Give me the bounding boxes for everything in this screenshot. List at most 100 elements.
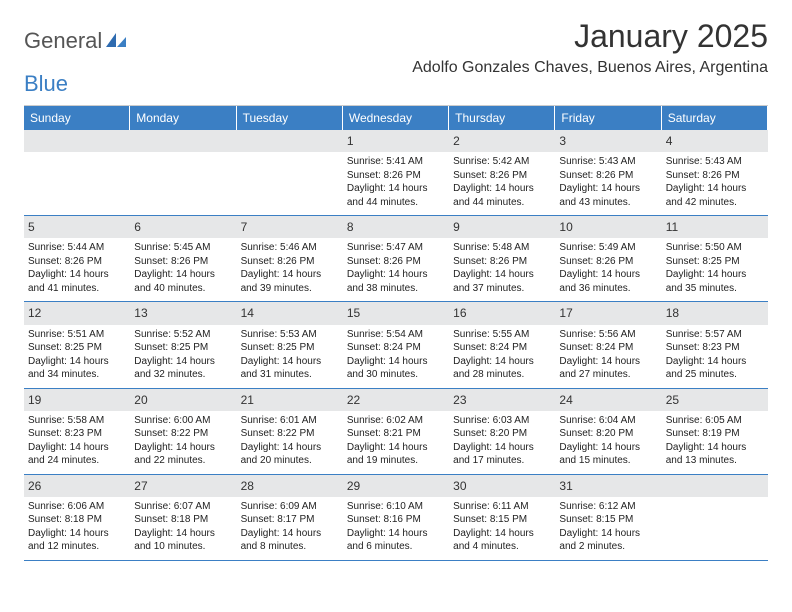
day-info: Sunrise: 5:41 AMSunset: 8:26 PMDaylight:… [347, 155, 445, 209]
logo-text-general: General [24, 28, 102, 54]
day-number: 28 [237, 475, 343, 497]
logo: General [24, 18, 130, 54]
sunset-line: Sunset: 8:15 PM [453, 513, 551, 527]
sunrise-line: Sunrise: 5:44 AM [28, 241, 126, 255]
sunset-line: Sunset: 8:26 PM [134, 255, 232, 269]
sunset-line: Sunset: 8:23 PM [28, 427, 126, 441]
sunrise-line: Sunrise: 5:58 AM [28, 414, 126, 428]
daylight-line: Daylight: 14 hours and 30 minutes. [347, 355, 445, 382]
day-info: Sunrise: 5:43 AMSunset: 8:26 PMDaylight:… [666, 155, 764, 209]
sunrise-line: Sunrise: 5:53 AM [241, 328, 339, 342]
day-cell: 29Sunrise: 6:10 AMSunset: 8:16 PMDayligh… [343, 475, 449, 561]
day-number: 9 [449, 216, 555, 238]
sunset-line: Sunset: 8:26 PM [453, 169, 551, 183]
sunrise-line: Sunrise: 5:49 AM [559, 241, 657, 255]
day-cell: 6 Sunrise: 5:45 AMSunset: 8:26 PMDaylight… [130, 216, 236, 302]
sunrise-line: Sunrise: 5:52 AM [134, 328, 232, 342]
day-number: 2 [449, 130, 555, 152]
daylight-line: Daylight: 14 hours and 2 minutes. [559, 527, 657, 554]
daylight-line: Daylight: 14 hours and 27 minutes. [559, 355, 657, 382]
sunset-line: Sunset: 8:25 PM [28, 341, 126, 355]
day-number: 13 [130, 302, 236, 324]
day-info: Sunrise: 5:51 AMSunset: 8:25 PMDaylight:… [28, 328, 126, 382]
daylight-line: Daylight: 14 hours and 15 minutes. [559, 441, 657, 468]
daylight-line: Daylight: 14 hours and 40 minutes. [134, 268, 232, 295]
day-cell: 23Sunrise: 6:03 AMSunset: 8:20 PMDayligh… [449, 389, 555, 475]
sunrise-line: Sunrise: 5:43 AM [559, 155, 657, 169]
weekday-header: Wednesday [343, 106, 449, 130]
day-cell: 28Sunrise: 6:09 AMSunset: 8:17 PMDayligh… [237, 475, 343, 561]
day-cell: 16Sunrise: 5:55 AMSunset: 8:24 PMDayligh… [449, 302, 555, 388]
day-number: 12 [24, 302, 130, 324]
sunset-line: Sunset: 8:21 PM [347, 427, 445, 441]
day-number: 20 [130, 389, 236, 411]
empty-cell [130, 130, 236, 216]
day-info: Sunrise: 5:55 AMSunset: 8:24 PMDaylight:… [453, 328, 551, 382]
sunset-line: Sunset: 8:17 PM [241, 513, 339, 527]
sunset-line: Sunset: 8:26 PM [28, 255, 126, 269]
weekday-header: Friday [555, 106, 661, 130]
sunrise-line: Sunrise: 5:55 AM [453, 328, 551, 342]
sunrise-line: Sunrise: 5:47 AM [347, 241, 445, 255]
title-block: January 2025 Adolfo Gonzales Chaves, Bue… [412, 18, 768, 77]
day-number: 1 [343, 130, 449, 152]
day-number: 31 [555, 475, 661, 497]
sunset-line: Sunset: 8:24 PM [347, 341, 445, 355]
weekday-header: Saturday [662, 106, 768, 130]
daylight-line: Daylight: 14 hours and 31 minutes. [241, 355, 339, 382]
sunrise-line: Sunrise: 6:03 AM [453, 414, 551, 428]
day-info: Sunrise: 5:53 AMSunset: 8:25 PMDaylight:… [241, 328, 339, 382]
day-info: Sunrise: 6:01 AMSunset: 8:22 PMDaylight:… [241, 414, 339, 468]
daylight-line: Daylight: 14 hours and 8 minutes. [241, 527, 339, 554]
month-title: January 2025 [412, 18, 768, 55]
sunset-line: Sunset: 8:19 PM [666, 427, 764, 441]
day-info: Sunrise: 6:10 AMSunset: 8:16 PMDaylight:… [347, 500, 445, 554]
day-info: Sunrise: 6:00 AMSunset: 8:22 PMDaylight:… [134, 414, 232, 468]
day-info: Sunrise: 5:54 AMSunset: 8:24 PMDaylight:… [347, 328, 445, 382]
day-cell: 13Sunrise: 5:52 AMSunset: 8:25 PMDayligh… [130, 302, 236, 388]
sunset-line: Sunset: 8:26 PM [453, 255, 551, 269]
sunset-line: Sunset: 8:25 PM [241, 341, 339, 355]
day-cell: 3Sunrise: 5:43 AMSunset: 8:26 PMDaylight… [555, 130, 661, 216]
day-number: 17 [555, 302, 661, 324]
daylight-line: Daylight: 14 hours and 41 minutes. [28, 268, 126, 295]
day-number: 6 [130, 216, 236, 238]
day-info: Sunrise: 5:47 AMSunset: 8:26 PMDaylight:… [347, 241, 445, 295]
daylight-line: Daylight: 14 hours and 25 minutes. [666, 355, 764, 382]
day-number: 25 [662, 389, 768, 411]
daylight-line: Daylight: 14 hours and 36 minutes. [559, 268, 657, 295]
sunrise-line: Sunrise: 5:42 AM [453, 155, 551, 169]
day-number: 26 [24, 475, 130, 497]
day-info: Sunrise: 6:05 AMSunset: 8:19 PMDaylight:… [666, 414, 764, 468]
day-info: Sunrise: 5:58 AMSunset: 8:23 PMDaylight:… [28, 414, 126, 468]
sunset-line: Sunset: 8:26 PM [347, 255, 445, 269]
sunrise-line: Sunrise: 5:51 AM [28, 328, 126, 342]
daylight-line: Daylight: 14 hours and 35 minutes. [666, 268, 764, 295]
sunset-line: Sunset: 8:18 PM [134, 513, 232, 527]
day-cell: 10Sunrise: 5:49 AMSunset: 8:26 PMDayligh… [555, 216, 661, 302]
sunset-line: Sunset: 8:15 PM [559, 513, 657, 527]
day-number: 23 [449, 389, 555, 411]
day-cell: 7 Sunrise: 5:46 AMSunset: 8:26 PMDaylight… [237, 216, 343, 302]
day-info: Sunrise: 5:46 AMSunset: 8:26 PMDaylight:… [241, 241, 339, 295]
sunrise-line: Sunrise: 6:11 AM [453, 500, 551, 514]
day-info: Sunrise: 5:45 AMSunset: 8:26 PMDaylight:… [134, 241, 232, 295]
logo-sail-icon [106, 31, 128, 54]
day-number: 24 [555, 389, 661, 411]
day-number: 18 [662, 302, 768, 324]
daylight-line: Daylight: 14 hours and 44 minutes. [453, 182, 551, 209]
daylight-line: Daylight: 14 hours and 10 minutes. [134, 527, 232, 554]
sunrise-line: Sunrise: 5:57 AM [666, 328, 764, 342]
day-number: 4 [662, 130, 768, 152]
day-info: Sunrise: 5:44 AMSunset: 8:26 PMDaylight:… [28, 241, 126, 295]
day-cell: 18 Sunrise: 5:57 AMSunset: 8:23 PMDayligh… [662, 302, 768, 388]
sunset-line: Sunset: 8:24 PM [453, 341, 551, 355]
sunrise-line: Sunrise: 6:06 AM [28, 500, 126, 514]
sunset-line: Sunset: 8:23 PM [666, 341, 764, 355]
sunset-line: Sunset: 8:25 PM [134, 341, 232, 355]
day-info: Sunrise: 5:56 AMSunset: 8:24 PMDaylight:… [559, 328, 657, 382]
day-number: 7 [237, 216, 343, 238]
day-info: Sunrise: 6:07 AMSunset: 8:18 PMDaylight:… [134, 500, 232, 554]
day-info: Sunrise: 6:04 AMSunset: 8:20 PMDaylight:… [559, 414, 657, 468]
sunset-line: Sunset: 8:25 PM [666, 255, 764, 269]
